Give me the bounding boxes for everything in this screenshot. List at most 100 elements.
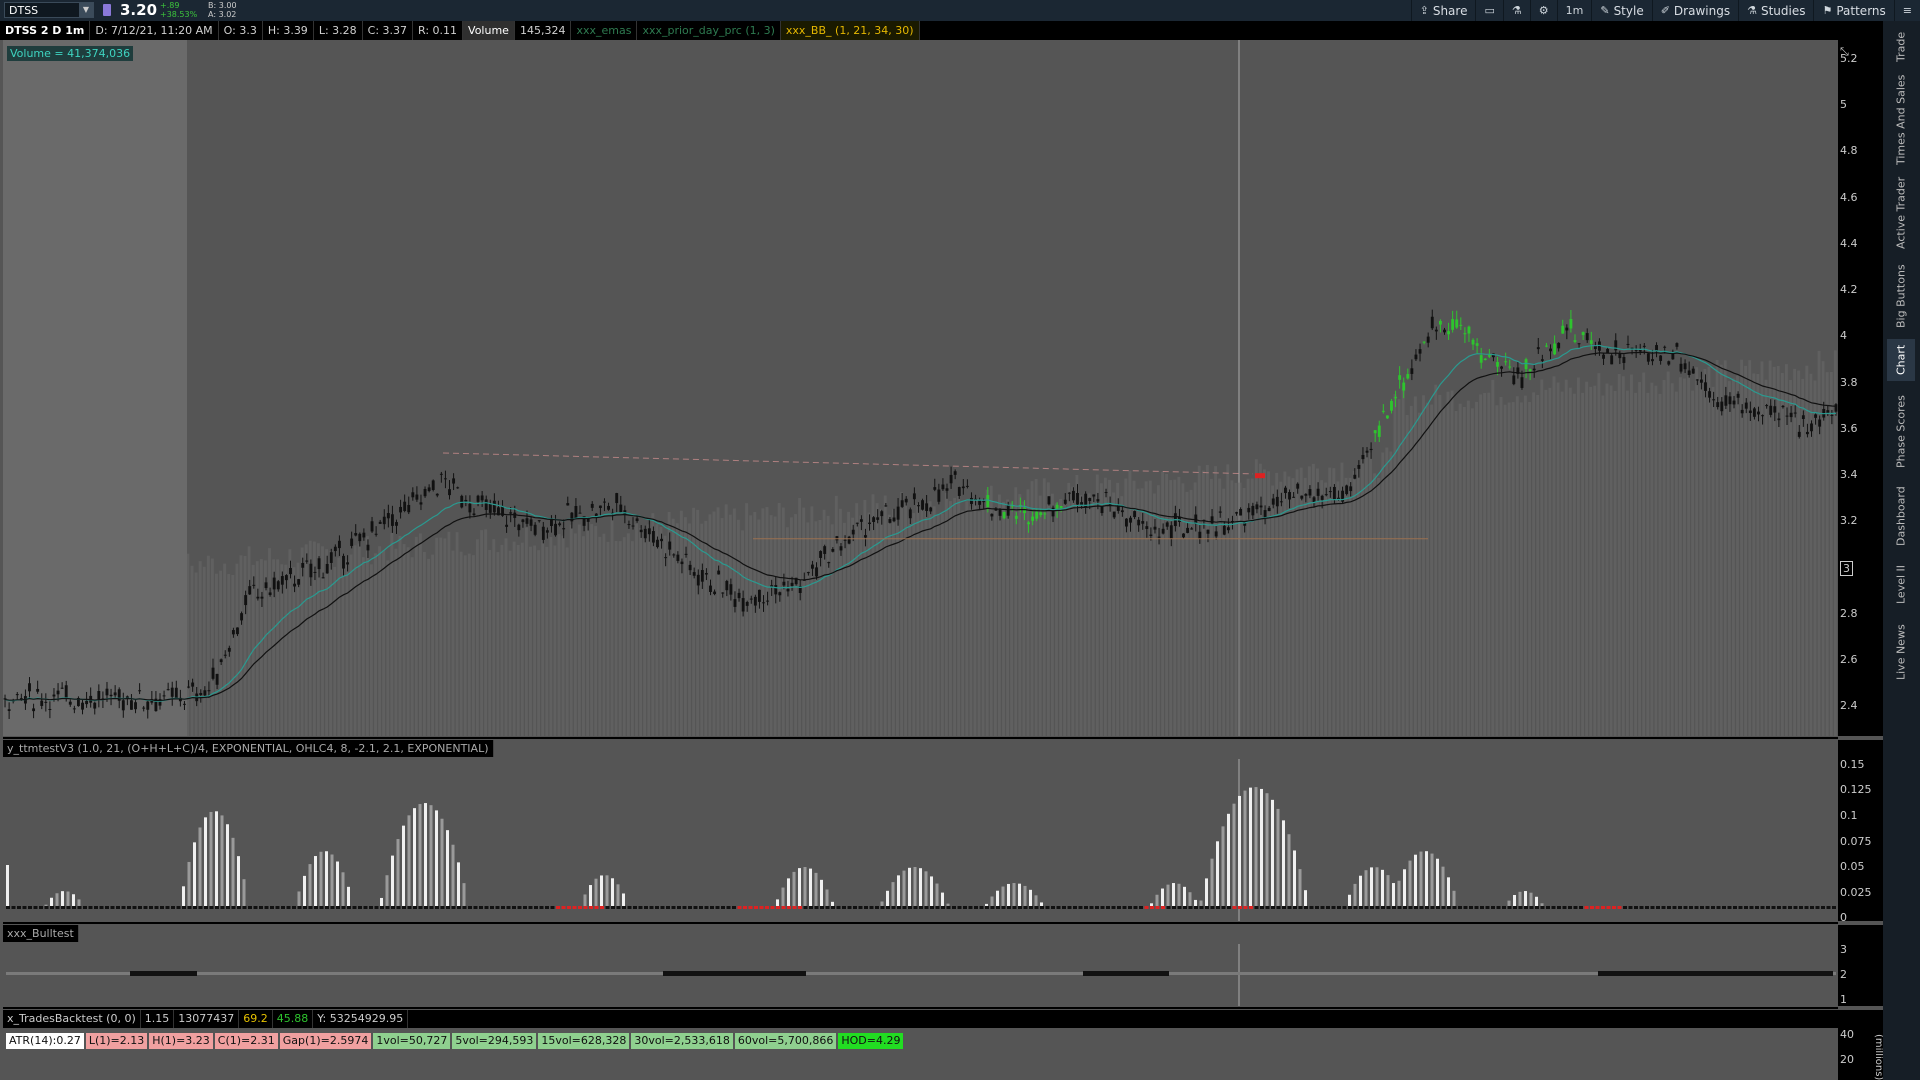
candle-body: [1394, 396, 1397, 399]
tab-trade[interactable]: Trade: [1894, 31, 1908, 63]
tab-chart[interactable]: Chart: [1887, 339, 1915, 381]
price-tick: 3.4: [1840, 468, 1858, 481]
squeeze-bar: [330, 854, 334, 907]
flask-button[interactable]: ⚗: [1502, 0, 1530, 21]
volume-bar: [1022, 501, 1026, 736]
volume-bar: [1295, 469, 1299, 736]
candle-body: [1479, 355, 1483, 363]
volume-bar: [443, 538, 447, 736]
volume-bar: [162, 672, 165, 736]
volume-bar: [679, 510, 683, 736]
studies-button[interactable]: ⚗ Studies: [1738, 0, 1813, 21]
bull-study-label[interactable]: xxx_Bulltest: [3, 925, 79, 942]
squeeze-bar: [600, 875, 603, 907]
volume-bar: [875, 503, 879, 736]
timeframe-button[interactable]: 1m: [1556, 0, 1592, 21]
volume-bar: [936, 515, 940, 736]
volume-bar: [1532, 392, 1536, 736]
emas-study-label[interactable]: xxx_emas: [571, 21, 638, 40]
price-chart[interactable]: [3, 40, 1838, 736]
squeeze-histogram[interactable]: [3, 759, 1838, 921]
candle-body: [1655, 345, 1658, 351]
tab-live-news[interactable]: Live News: [1894, 624, 1908, 680]
drawings-button[interactable]: ✐ Drawings: [1651, 0, 1738, 21]
bb-study-label[interactable]: xxx_BB_ (1, 21, 34, 30): [780, 21, 920, 40]
candle-body: [44, 701, 48, 703]
squeeze-dot: [1067, 906, 1072, 909]
bull-chart[interactable]: [3, 944, 1838, 1006]
candle-body: [917, 505, 920, 507]
squeeze-bar: [55, 893, 59, 907]
volume-bar: [647, 524, 651, 736]
volume-bar: [374, 553, 377, 736]
tab-level-ii[interactable]: Level II: [1894, 564, 1908, 604]
price-axis[interactable]: ⤡ 5.2 5 4.8 4.6 4.4 4.2 4 3.8 3.6 3.4 3.…: [1838, 21, 1883, 736]
volume-bar: [1340, 462, 1344, 736]
volume-bar: [1104, 477, 1107, 736]
volume-bar: [1752, 373, 1756, 736]
prior-day-study-label[interactable]: xxx_prior_day_prc (1, 3): [637, 21, 781, 40]
trades-study-label[interactable]: x_TradesBacktest (0, 0): [3, 1010, 141, 1028]
settings-button[interactable]: ⚙: [1529, 0, 1557, 21]
volume-bar: [985, 489, 989, 736]
chevron-down-icon[interactable]: ▼: [79, 3, 93, 17]
squeeze-dot: [1243, 906, 1248, 909]
pane-divider[interactable]: [3, 737, 1838, 739]
candle-body: [174, 687, 178, 699]
bull-axis[interactable]: 3 2 1: [1838, 925, 1883, 1006]
squeeze-bar: [1194, 899, 1197, 907]
volume-bar: [981, 508, 985, 736]
window-button[interactable]: ▭: [1475, 0, 1502, 21]
bottom-axis[interactable]: 40 20: [1838, 1010, 1883, 1080]
candle-body: [423, 488, 427, 497]
candle-body: [521, 519, 525, 523]
tab-phase-scores[interactable]: Phase Scores: [1894, 395, 1908, 468]
share-button[interactable]: ⇪ Share: [1410, 0, 1476, 21]
tab-times-and-sales[interactable]: Times And Sales: [1894, 74, 1908, 166]
candle-body: [790, 582, 794, 586]
chart-title[interactable]: DTSS 2 D 1m: [0, 21, 91, 40]
menu-button[interactable]: ≡: [1893, 0, 1920, 21]
candle-body: [884, 505, 888, 507]
volume-bar: [3, 681, 6, 736]
squeeze-bar: [941, 892, 944, 907]
candle-body: [851, 529, 855, 535]
symbol-input[interactable]: DTSS ▼: [4, 2, 94, 18]
squeeze-dot: [979, 906, 984, 909]
candle-body: [1296, 483, 1300, 489]
volume-bar: [333, 566, 337, 736]
pane-divider[interactable]: [3, 922, 1838, 924]
squeeze-dot: [1133, 906, 1138, 909]
squeeze-axis[interactable]: 0.15 0.125 0.1 0.075 0.05 0.025 0: [1838, 740, 1883, 924]
volume-bar: [1320, 480, 1323, 736]
volume-study-label[interactable]: Volume: [463, 21, 515, 40]
candle-body: [1104, 492, 1108, 494]
volume-bar: [414, 536, 418, 736]
volume-bar: [790, 517, 793, 736]
squeeze-dot: [1683, 906, 1688, 909]
tab-active-trader[interactable]: Active Trader: [1894, 176, 1908, 250]
tab-dashboard[interactable]: Dashboard: [1894, 486, 1908, 546]
tab-big-buttons[interactable]: Big Buttons: [1894, 264, 1908, 328]
squeeze-dot: [1271, 906, 1275, 909]
volume-bar: [1674, 391, 1678, 736]
candle-body: [806, 572, 810, 574]
squeeze-study-label[interactable]: y_ttmtestV3 (1.0, 21, (O+H+L+C)/4, EXPON…: [3, 740, 494, 757]
squeeze-dot: [688, 906, 692, 909]
candle-body: [1390, 400, 1393, 411]
patterns-button[interactable]: ⚑ Patterns: [1813, 0, 1893, 21]
axis-zoom-icon[interactable]: ⤡: [1840, 45, 1849, 58]
symbol-flag-icon[interactable]: [103, 4, 111, 16]
candle-body: [1349, 486, 1353, 492]
squeeze-dot: [589, 906, 593, 909]
candle-body: [745, 601, 749, 606]
pane-divider[interactable]: [3, 1007, 1838, 1009]
candle-body: [1708, 391, 1711, 398]
squeeze-dot: [1062, 906, 1066, 909]
squeeze-dot: [341, 906, 346, 909]
candle-body: [480, 495, 484, 501]
squeeze-dot: [836, 906, 841, 909]
style-button[interactable]: ✎ Style: [1591, 0, 1651, 21]
change-abs: +.89: [160, 1, 180, 10]
volume-bar: [1075, 475, 1079, 736]
